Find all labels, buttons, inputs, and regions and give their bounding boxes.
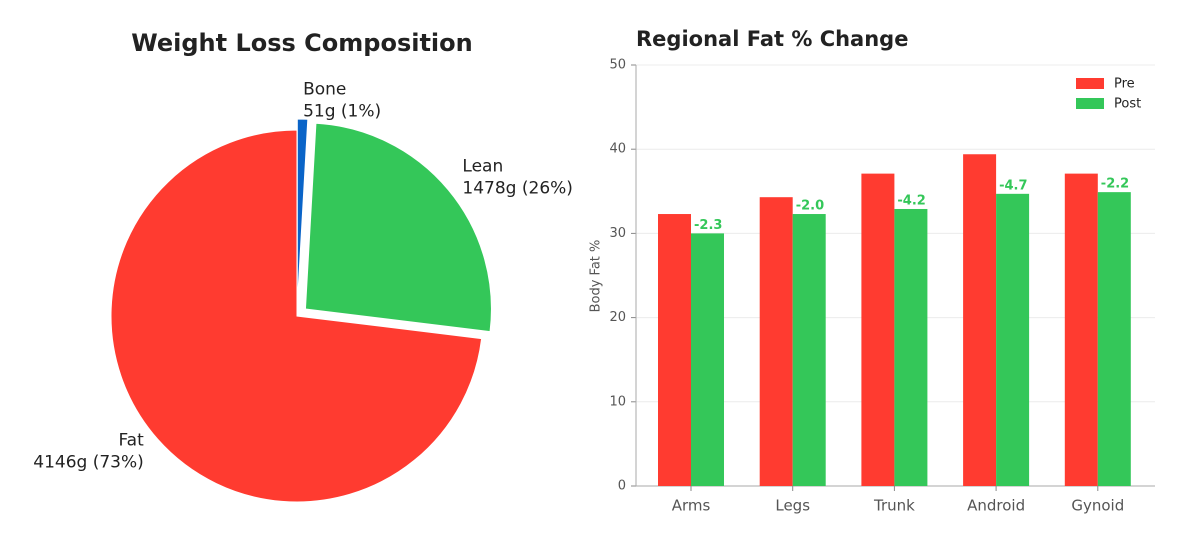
y-tick-label: 30	[609, 226, 626, 241]
bar	[658, 214, 691, 486]
change-label: -2.0	[796, 199, 824, 214]
bar	[996, 193, 1030, 487]
bar	[759, 197, 793, 486]
x-tick-label: Legs	[775, 497, 810, 515]
change-label: -4.7	[999, 178, 1027, 193]
pie-title: Weight Loss Composition	[131, 29, 472, 57]
y-tick-label: 20	[609, 310, 626, 325]
slice-label: Bone	[303, 79, 346, 99]
pie-slice	[296, 118, 309, 306]
y-tick-label: 40	[609, 142, 626, 157]
legend-swatch	[1076, 78, 1104, 89]
bar	[691, 233, 724, 486]
y-tick-label: 10	[609, 394, 626, 409]
bar	[963, 154, 997, 486]
bar	[894, 208, 928, 486]
slice-value-label: 1478g (26%)	[462, 179, 573, 199]
bar	[861, 173, 895, 487]
y-axis-label: Body Fat %	[589, 240, 604, 313]
bar	[792, 214, 826, 486]
y-tick-label: 50	[609, 58, 626, 73]
slice-label: Fat	[118, 431, 144, 451]
pie-slice	[110, 129, 483, 503]
legend-swatch	[1076, 98, 1104, 109]
x-tick-label: Android	[967, 497, 1025, 515]
legend-label: Pre	[1114, 77, 1135, 92]
bar-title: Regional Fat % Change	[636, 27, 908, 51]
legend-label: Post	[1114, 97, 1141, 112]
change-label: -4.2	[897, 193, 925, 208]
x-tick-label: Trunk	[873, 497, 915, 515]
x-tick-label: Arms	[672, 497, 711, 515]
pie-slice	[304, 122, 492, 333]
x-tick-label: Gynoid	[1071, 497, 1124, 515]
y-tick-label: 0	[618, 479, 626, 494]
bar	[1097, 192, 1131, 486]
slice-value-label: 51g (1%)	[303, 101, 381, 121]
slice-label: Lean	[462, 157, 503, 177]
change-label: -2.2	[1101, 177, 1129, 192]
change-label: -2.3	[694, 218, 722, 233]
slice-value-label: 4146g (73%)	[33, 453, 144, 473]
bar	[1064, 173, 1098, 487]
